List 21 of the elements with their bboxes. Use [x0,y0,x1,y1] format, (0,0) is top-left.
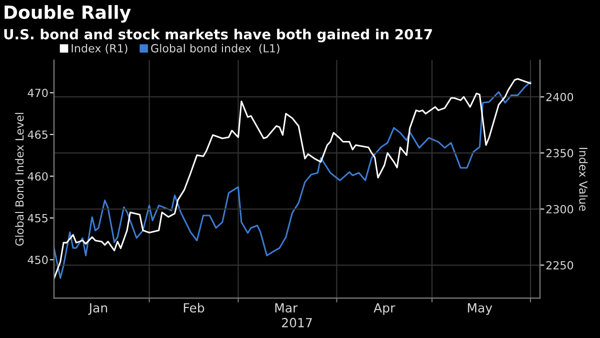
y2-tick-label: 2400 [546,92,574,102]
y2-tick-label: 2300 [546,205,574,214]
y2-tick-label: 2250 [546,261,574,270]
legend-label: Index (R1) [72,44,128,54]
y-tick-label: 460 [28,172,48,181]
x-tick-label: Feb [184,302,204,313]
x-tick-label: Mar [275,303,298,313]
x-tick-label: Jan [88,303,108,315]
y-tick-label: 465 [28,130,48,139]
chart-subtitle: U.S. bond and stock markets have both gained in 2017 [4,28,432,42]
y-tick-label: 450 [28,256,48,264]
y-tick-label: 470 [28,88,48,98]
y2-axis-title: Index Value [579,148,588,211]
x-tick-label: Apr [374,303,396,315]
y-axis-title: Global Bond Index Level [15,112,24,246]
legend-label: Global bond index (L1) [151,44,280,54]
x-axis-title: 2017 [282,318,312,328]
y2-tick-label: 2350 [546,148,574,158]
x-tick-label: May [468,303,492,315]
chart-title: Double Rally [4,5,131,23]
y-tick-label: 455 [28,214,48,222]
